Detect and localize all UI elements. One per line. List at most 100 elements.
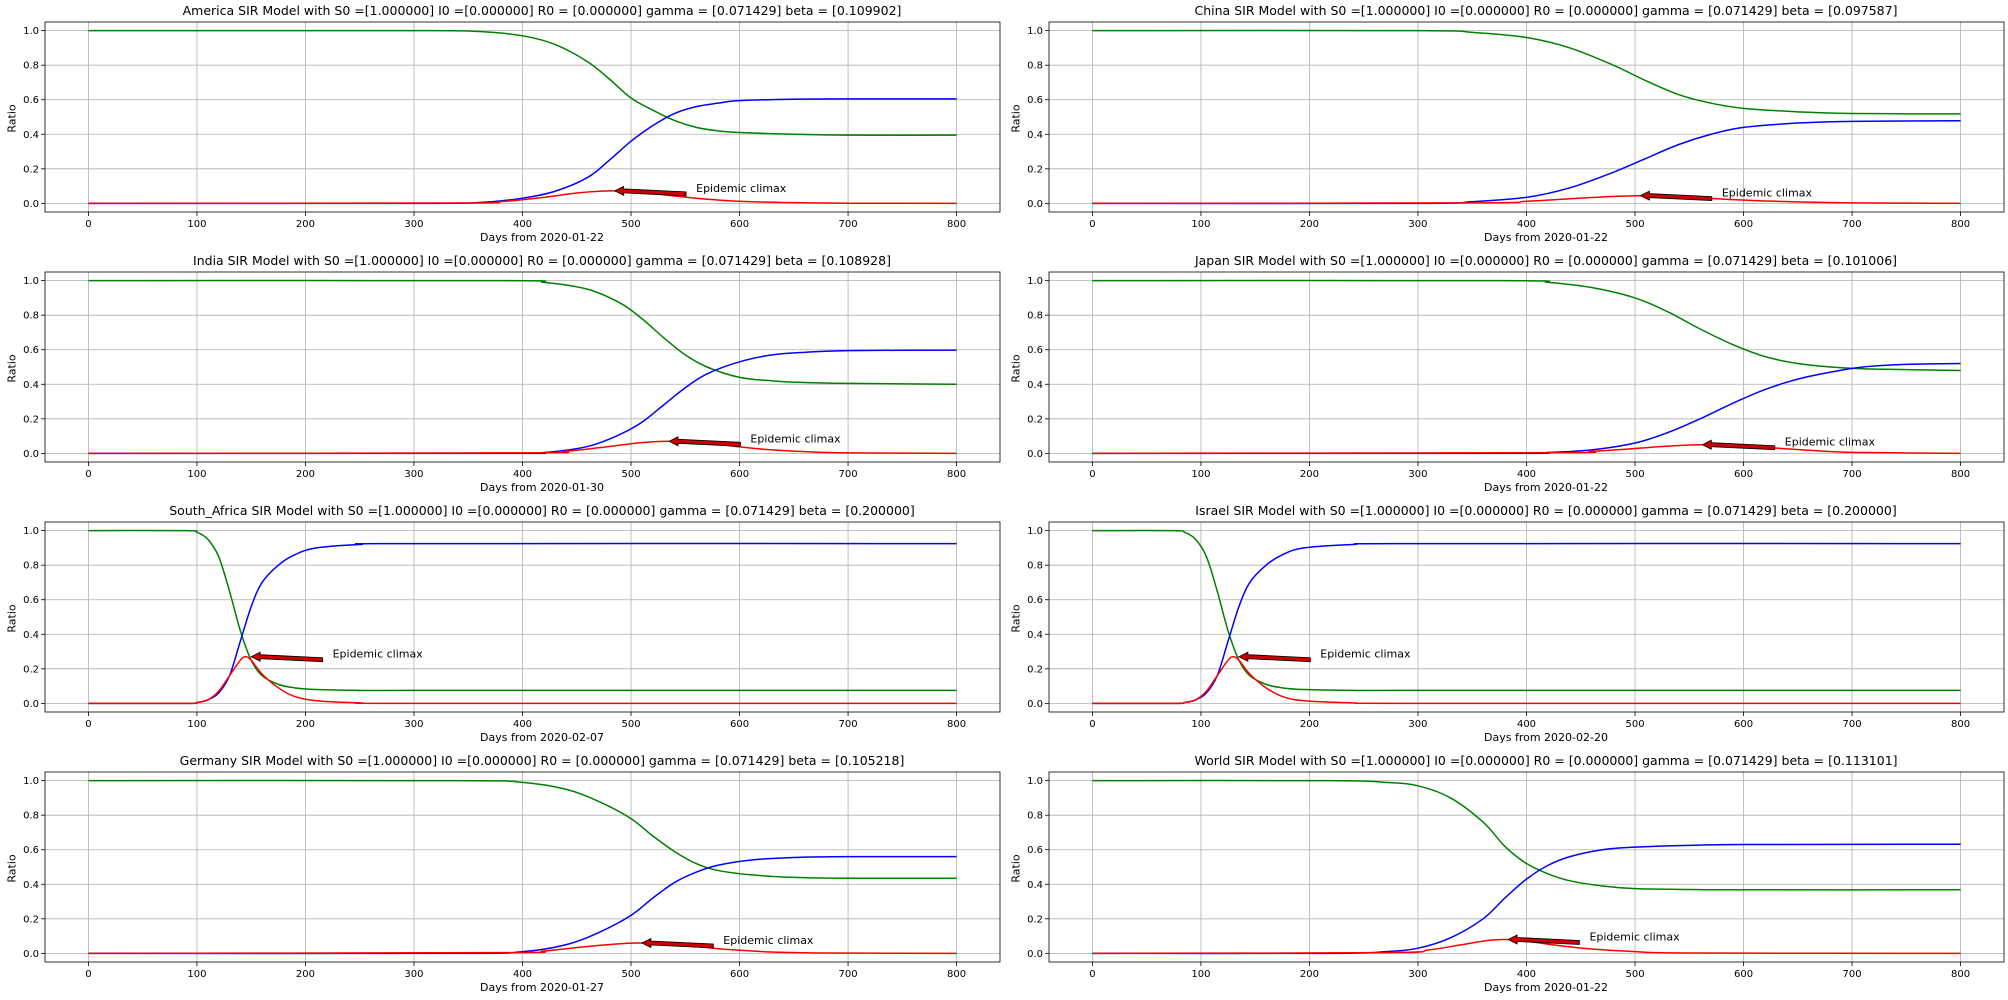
y-tick-label: 0.8 — [23, 811, 39, 822]
y-tick-label: 0.8 — [23, 561, 39, 572]
annotation-arrow — [250, 651, 324, 663]
y-axis-label: Ratio — [1009, 354, 1023, 383]
plot-area: 0 100 200 300 400 500 600 700 800 0.0 0.2 0.4 0.6 0.8… — [1027, 21, 2005, 230]
plot-area: 0 100 200 300 400 500 600 700 800 0.0 0.2 0.4 0.6 0.8… — [1027, 771, 2005, 980]
x-tick-label: 500 — [621, 219, 640, 230]
y-tick-label: 0.0 — [23, 449, 39, 460]
x-tick-label: 100 — [187, 469, 206, 480]
x-tick-label: 700 — [1843, 469, 1862, 480]
x-tick-label: 200 — [296, 219, 315, 230]
y-tick-label: 0.2 — [23, 914, 39, 925]
y-tick-label: 0.4 — [23, 380, 39, 391]
series-line-0 — [1092, 529, 1961, 692]
chart-title: India SIR Model with S0 =[1.000000] I0 =… — [193, 253, 891, 268]
x-tick-label: 100 — [1191, 469, 1210, 480]
x-tick-label: 100 — [1191, 969, 1210, 980]
chart-title: World SIR Model with S0 =[1.000000] I0 =… — [1194, 753, 1898, 768]
axes-frame — [44, 771, 1001, 963]
x-tick-label: 800 — [1951, 219, 1970, 230]
x-tick-label: 800 — [1951, 469, 1970, 480]
x-tick-label: 400 — [513, 219, 532, 230]
axes-frame — [1048, 771, 2005, 963]
annotation-text: Epidemic climax — [723, 934, 814, 947]
annotation-text: Epidemic climax — [333, 648, 424, 661]
chart-title: America SIR Model with S0 =[1.000000] I0… — [182, 3, 902, 18]
y-tick-label: 1.0 — [1027, 276, 1043, 287]
y-tick-label: 1.0 — [23, 776, 39, 787]
y-axis-label: Ratio — [5, 354, 19, 383]
x-tick-label: 0 — [85, 219, 91, 230]
series-line-2 — [88, 440, 957, 455]
y-tick-label: 0.4 — [23, 630, 39, 641]
x-tick-label: 0 — [85, 969, 91, 980]
y-tick-label: 1.0 — [1027, 526, 1043, 537]
x-tick-label: 800 — [947, 219, 966, 230]
series-line-0 — [88, 279, 957, 386]
x-tick-label: 200 — [1300, 969, 1319, 980]
y-tick-label: 0.2 — [1027, 664, 1043, 675]
subplot-world: World SIR Model with S0 =[1.000000] I0 =… — [1004, 750, 2008, 1000]
x-tick-label: 0 — [1089, 219, 1095, 230]
subplot-south-africa: South_Africa SIR Model with S0 =[1.00000… — [0, 500, 1004, 750]
x-tick-label: 600 — [730, 219, 749, 230]
annotation-arrow — [641, 937, 714, 949]
y-axis-label: Ratio — [5, 604, 19, 633]
x-tick-label: 700 — [839, 219, 858, 230]
y-axis-label: Ratio — [1009, 854, 1023, 883]
y-tick-label: 1.0 — [1027, 26, 1043, 37]
y-tick-label: 0.6 — [23, 95, 39, 106]
x-tick-label: 100 — [1191, 219, 1210, 230]
plot-area: 0 100 200 300 400 500 600 700 800 0.0 0.2 0.4 0.6 0.8… — [23, 521, 1001, 730]
y-tick-label: 0.6 — [1027, 95, 1043, 106]
annotation-arrow — [1238, 651, 1311, 663]
plot-area: 0 100 200 300 400 500 600 700 800 0.0 0.2 0.4 0.6 0.8… — [23, 21, 1001, 230]
annotation-text: Epidemic climax — [696, 182, 787, 195]
x-axis-label: Days from 2020-02-20 — [1484, 731, 1608, 744]
x-tick-label: 600 — [1734, 719, 1753, 730]
y-tick-label: 0.2 — [23, 164, 39, 175]
y-tick-label: 0.4 — [23, 130, 39, 141]
chart-title: Germany SIR Model with S0 =[1.000000] I0… — [179, 753, 905, 768]
x-tick-label: 800 — [947, 969, 966, 980]
plot-area: 0 100 200 300 400 500 600 700 800 0.0 0.2 0.4 0.6 0.8… — [1027, 271, 2005, 480]
y-tick-label: 0.0 — [23, 199, 39, 210]
annotation-text: Epidemic climax — [750, 432, 841, 445]
x-tick-label: 300 — [1408, 719, 1427, 730]
x-tick-label: 0 — [85, 469, 91, 480]
y-tick-label: 0.4 — [1027, 380, 1043, 391]
series-line-0 — [1092, 779, 1961, 891]
x-tick-label: 400 — [1517, 969, 1536, 980]
x-tick-label: 800 — [1951, 719, 1970, 730]
y-tick-label: 0.0 — [1027, 449, 1043, 460]
series-line-0 — [88, 529, 957, 692]
axes-frame — [44, 521, 1001, 713]
x-tick-label: 100 — [1191, 719, 1210, 730]
x-tick-label: 500 — [621, 469, 640, 480]
subplot-america: America SIR Model with S0 =[1.000000] I0… — [0, 0, 1004, 250]
x-axis-label: Days from 2020-01-30 — [480, 481, 604, 494]
x-tick-label: 600 — [730, 719, 749, 730]
x-axis-label: Days from 2020-02-07 — [480, 731, 604, 744]
annotation-arrow — [1507, 934, 1580, 945]
y-tick-label: 0.8 — [1027, 311, 1043, 322]
x-tick-label: 400 — [513, 719, 532, 730]
x-tick-label: 500 — [1625, 469, 1644, 480]
axes-frame — [1048, 271, 2005, 463]
y-tick-label: 0.8 — [1027, 561, 1043, 572]
x-tick-label: 700 — [839, 969, 858, 980]
x-tick-label: 500 — [1625, 969, 1644, 980]
y-tick-label: 0.4 — [23, 880, 39, 891]
chart-title: Israel SIR Model with S0 =[1.000000] I0 … — [1195, 503, 1897, 518]
annotation-arrow — [1701, 439, 1776, 451]
chart-title: China SIR Model with S0 =[1.000000] I0 =… — [1194, 3, 1898, 18]
x-tick-label: 200 — [296, 969, 315, 980]
x-tick-label: 400 — [1517, 469, 1536, 480]
x-tick-label: 100 — [187, 969, 206, 980]
x-tick-label: 700 — [839, 469, 858, 480]
y-tick-label: 0.4 — [1027, 630, 1043, 641]
series-line-0 — [1092, 279, 1961, 372]
x-tick-label: 600 — [1734, 969, 1753, 980]
y-tick-label: 0.2 — [1027, 914, 1043, 925]
x-axis-label: Days from 2020-01-27 — [480, 981, 604, 994]
